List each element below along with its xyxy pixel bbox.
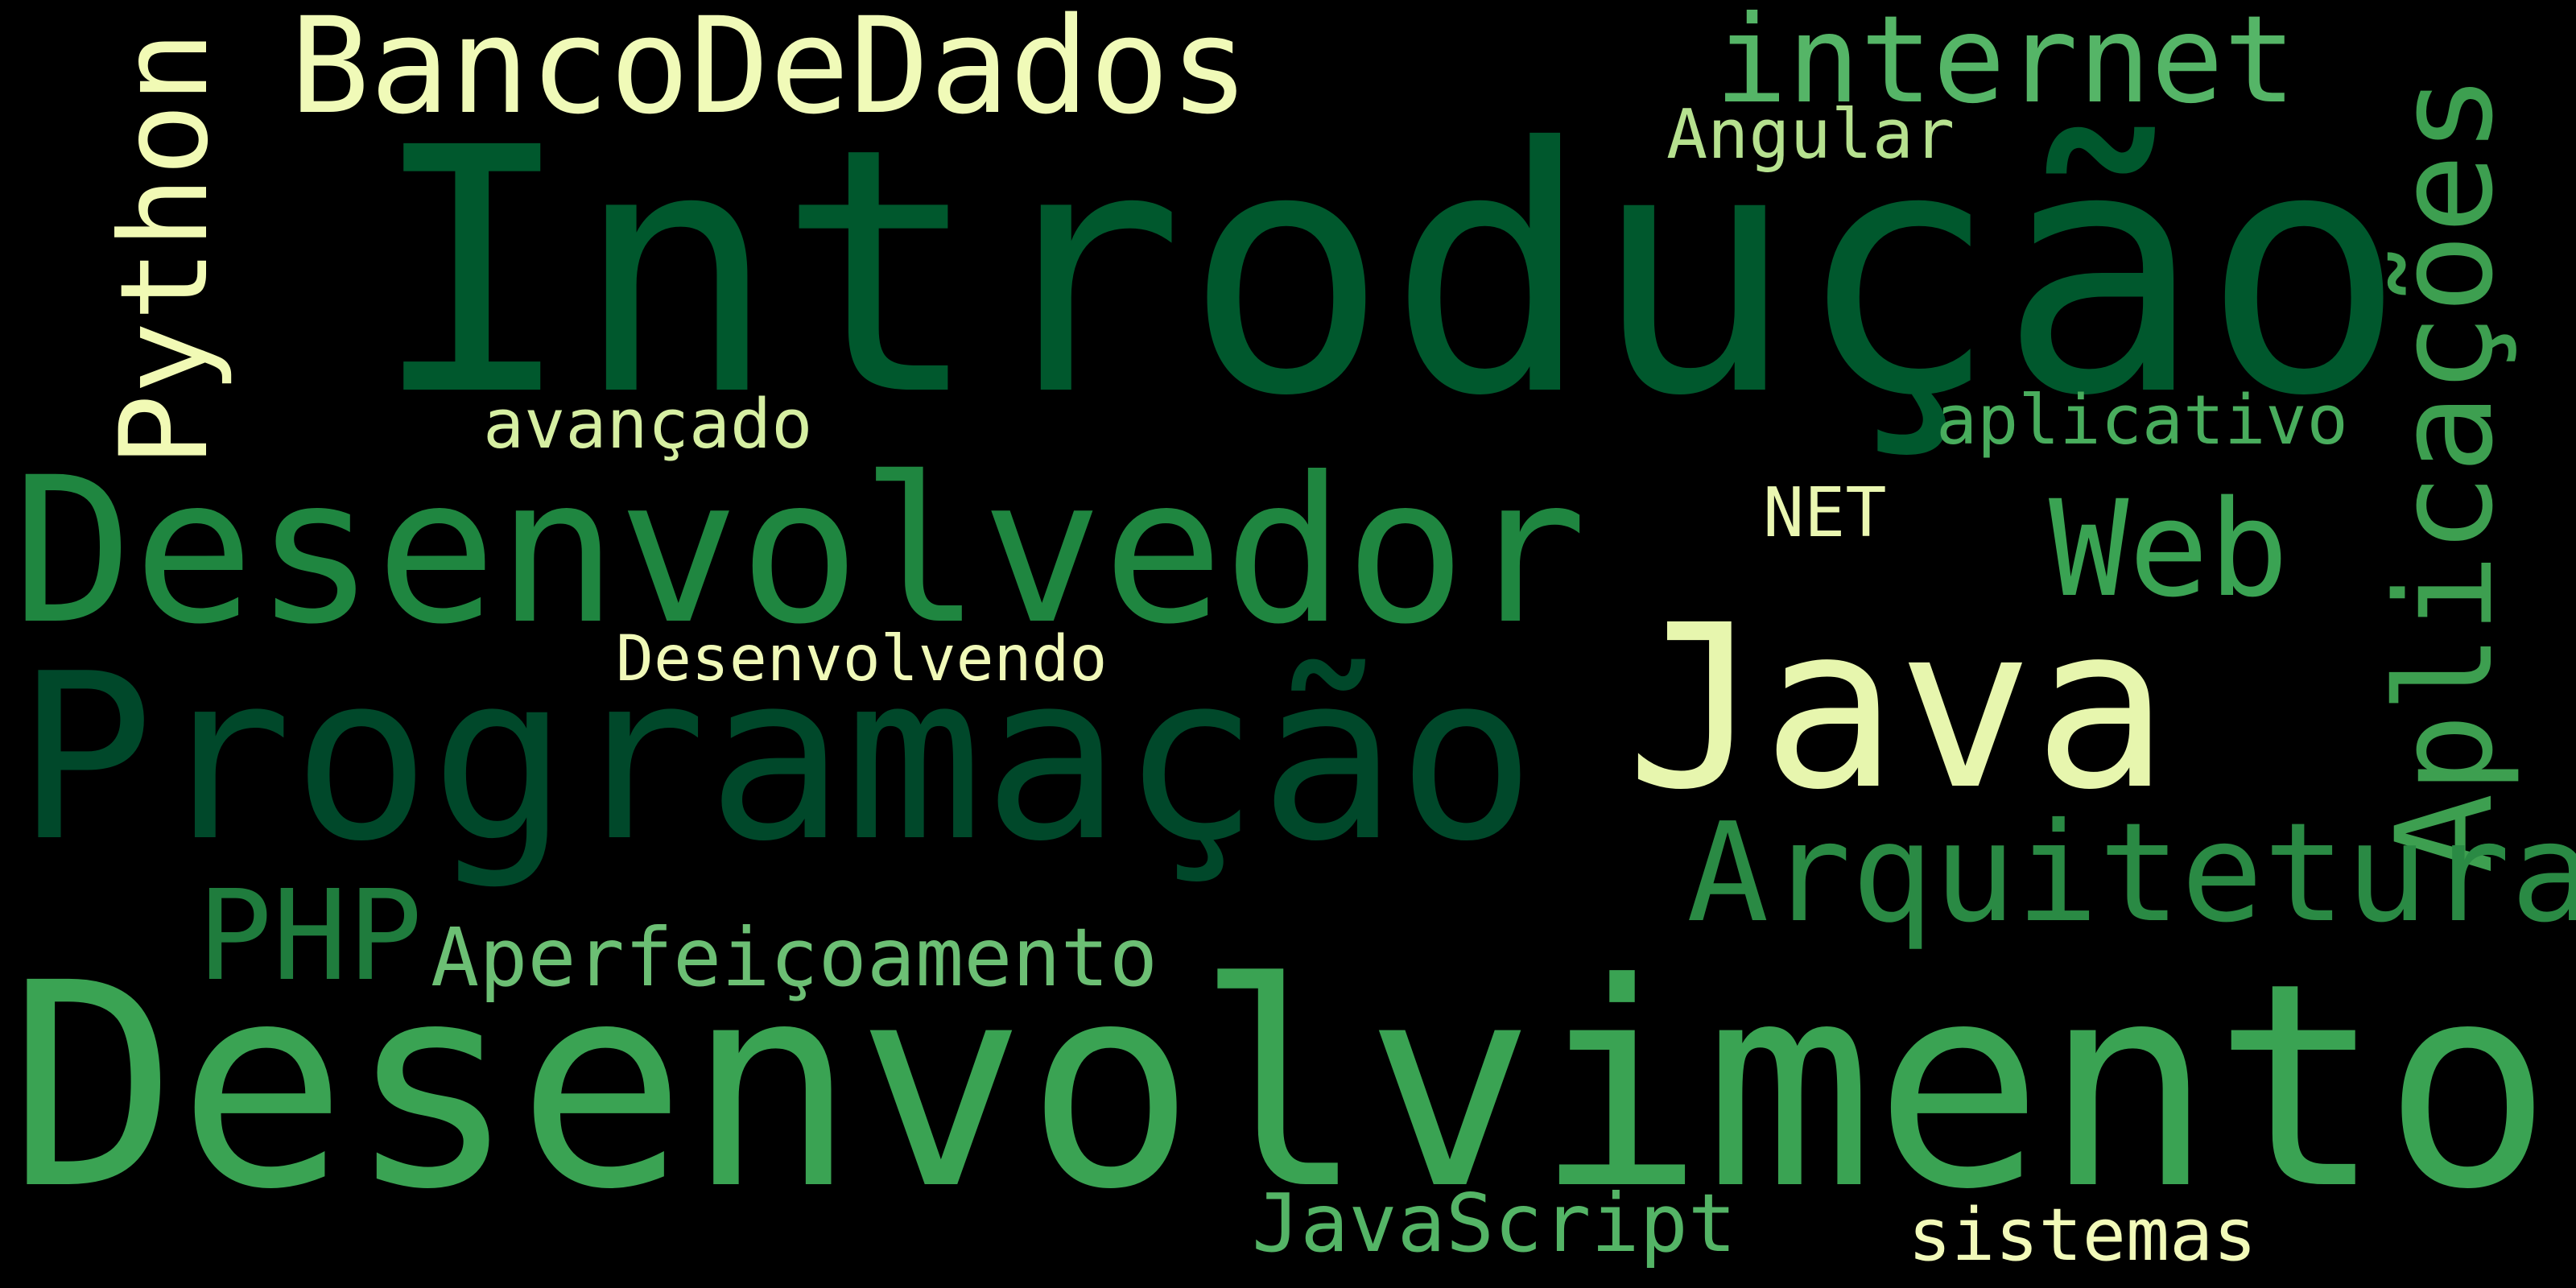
word-php: PHP xyxy=(197,863,423,1009)
word-angular: Angular xyxy=(1666,95,1955,175)
word-avancado: avançado xyxy=(483,385,813,464)
word-aplicativo: aplicativo xyxy=(1936,381,2348,460)
word-sistemas: sistemas xyxy=(1908,1193,2257,1278)
word-programacao: Programação xyxy=(16,625,1536,892)
word-net: NET xyxy=(1763,473,1887,553)
word-bancodedados: BancoDeDados xyxy=(290,0,1250,143)
word-javascript: JavaScript xyxy=(1252,1176,1737,1270)
word-desenvolvedor: Desenvolvedor xyxy=(12,434,1587,668)
word-introducao: Introdução xyxy=(370,76,2406,470)
word-aperfeicoamento: Aperfeiçoamento xyxy=(431,910,1158,1005)
word-desenvolvendo: Desenvolvendo xyxy=(616,623,1108,696)
word-internet: internet xyxy=(1715,0,2297,130)
word-java: Java xyxy=(1626,577,2169,840)
word-desenvolvimento: Desenvolvimento xyxy=(8,923,2553,1251)
word-aplicacoes: Aplicações xyxy=(2368,73,2522,873)
word-arquitetura: Arquitetura xyxy=(1686,794,2576,953)
word-web: Web xyxy=(2049,472,2289,626)
word-python: Python xyxy=(95,31,235,467)
